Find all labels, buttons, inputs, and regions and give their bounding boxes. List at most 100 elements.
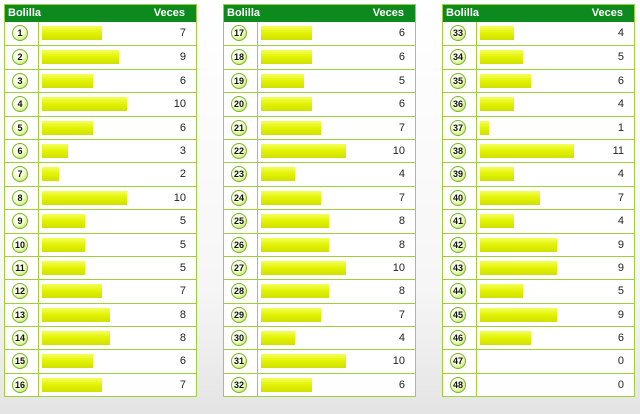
ball-number-badge: 21 xyxy=(231,119,247,136)
ball-cell: 39 xyxy=(443,163,477,186)
ball-cell: 45 xyxy=(443,303,477,327)
frequency-count: 11 xyxy=(612,144,624,157)
table-row: 42 9 xyxy=(443,232,634,256)
frequency-bar xyxy=(42,214,85,229)
ball-number-badge: 7 xyxy=(12,166,28,183)
bar-cell xyxy=(39,70,196,92)
table-row: 47 0 xyxy=(443,349,634,373)
bar-cell xyxy=(258,46,415,68)
frequency-bar xyxy=(261,26,312,40)
table-row: 14 8 xyxy=(5,326,196,350)
frequency-count: 5 xyxy=(179,261,186,274)
bar-cell xyxy=(258,257,415,279)
frequency-count: 6 xyxy=(617,74,624,87)
bar-cell xyxy=(477,93,634,115)
frequency-count: 9 xyxy=(617,261,624,274)
ball-cell: 29 xyxy=(224,303,258,327)
ball-number-badge: 10 xyxy=(12,236,28,253)
table-row: 45 9 xyxy=(443,302,634,327)
bar-cell xyxy=(477,350,634,372)
ball-number-badge: 45 xyxy=(450,306,466,323)
frequency-count: 4 xyxy=(398,332,405,345)
table-body: 1 7 2 9 3 6 4 10 5 6 6 3 7 2 8 10 9 5 10 5 11 5 12 7 13 8 14 8 15 6 16… xyxy=(5,22,196,397)
ball-cell: 36 xyxy=(443,93,477,116)
ball-number-badge: 22 xyxy=(231,142,247,159)
frequency-bar xyxy=(42,97,127,112)
table-body: 17 6 18 6 19 5 20 6 21 7 22 10 23 4 24 7 25 8 26 8 27 10 28 8 29… xyxy=(224,22,415,397)
table-row: 20 6 xyxy=(224,92,415,116)
ball-cell: 16 xyxy=(5,373,39,397)
frequency-count: 5 xyxy=(179,215,186,228)
frequency-count: 1 xyxy=(617,121,624,134)
ball-cell: 5 xyxy=(5,116,39,139)
frequency-count: 4 xyxy=(617,98,624,111)
frequency-bar xyxy=(261,237,329,252)
table-row: 18 6 xyxy=(224,45,415,69)
table-row: 40 7 xyxy=(443,185,634,210)
bar-cell xyxy=(258,327,415,349)
bar-cell xyxy=(477,117,634,139)
table-row: 15 6 xyxy=(5,349,196,373)
frequency-count: 7 xyxy=(398,191,405,204)
frequency-count: 6 xyxy=(398,51,405,64)
frequency-bar xyxy=(42,237,85,252)
bar-cell xyxy=(477,234,634,256)
bar-cell xyxy=(258,140,415,162)
frequency-bar xyxy=(480,50,523,65)
frequency-bar xyxy=(480,190,540,205)
ball-number-badge: 46 xyxy=(450,330,466,347)
frequency-count: 7 xyxy=(398,308,405,321)
frequency-bar xyxy=(480,120,489,135)
frequency-bar xyxy=(42,260,85,275)
frequency-bar xyxy=(261,50,312,65)
frequency-bar xyxy=(480,97,514,112)
ball-number-badge: 15 xyxy=(12,353,28,370)
frequency-bar xyxy=(42,50,119,65)
frequency-bar xyxy=(42,307,110,322)
table-row: 48 0 xyxy=(443,372,634,397)
ball-number-badge: 30 xyxy=(231,330,247,347)
bar-cell xyxy=(39,117,196,139)
ball-number-badge: 20 xyxy=(231,96,247,113)
frequency-count: 8 xyxy=(179,308,186,321)
frequency-bar xyxy=(261,190,321,205)
table-row: 10 5 xyxy=(5,232,196,256)
table-row: 36 4 xyxy=(443,92,634,116)
frequency-bar xyxy=(480,307,557,322)
frequency-count: 7 xyxy=(179,285,186,298)
table-row: 34 5 xyxy=(443,45,634,69)
bar-cell xyxy=(39,350,196,372)
frequency-count: 0 xyxy=(617,355,624,368)
table-body: 33 4 34 5 35 6 36 4 37 1 38 11 39 4 40 7 41 4 42 9 43 9 44 5 45 9… xyxy=(443,22,634,397)
frequency-bar xyxy=(480,26,514,40)
count-column-header: Veces xyxy=(153,7,185,19)
ball-cell: 28 xyxy=(224,280,258,303)
bar-cell xyxy=(39,210,196,232)
ball-number-badge: 2 xyxy=(12,49,28,66)
ball-number-badge: 13 xyxy=(12,306,28,323)
frequency-bar xyxy=(261,284,329,299)
ball-number-badge: 41 xyxy=(450,213,466,230)
ball-number-badge: 40 xyxy=(450,189,466,206)
ball-cell: 6 xyxy=(5,139,39,163)
ball-cell: 11 xyxy=(5,256,39,280)
ball-number-badge: 24 xyxy=(231,189,247,206)
frequency-count: 10 xyxy=(392,261,405,274)
ball-column-header: Bolilla xyxy=(446,7,480,19)
ball-cell: 2 xyxy=(5,46,39,69)
table-row: 31 10 xyxy=(224,349,415,373)
frequency-count: 9 xyxy=(179,51,186,64)
ball-number-badge: 37 xyxy=(450,119,466,136)
bar-cell xyxy=(477,280,634,302)
frequency-bar xyxy=(480,167,514,182)
ball-number-badge: 19 xyxy=(231,72,247,89)
frequency-bar xyxy=(261,354,346,369)
table-row: 32 6 xyxy=(224,372,415,397)
frequency-bar xyxy=(261,377,312,392)
ball-cell: 27 xyxy=(224,256,258,280)
ball-number-badge: 4 xyxy=(12,96,28,113)
